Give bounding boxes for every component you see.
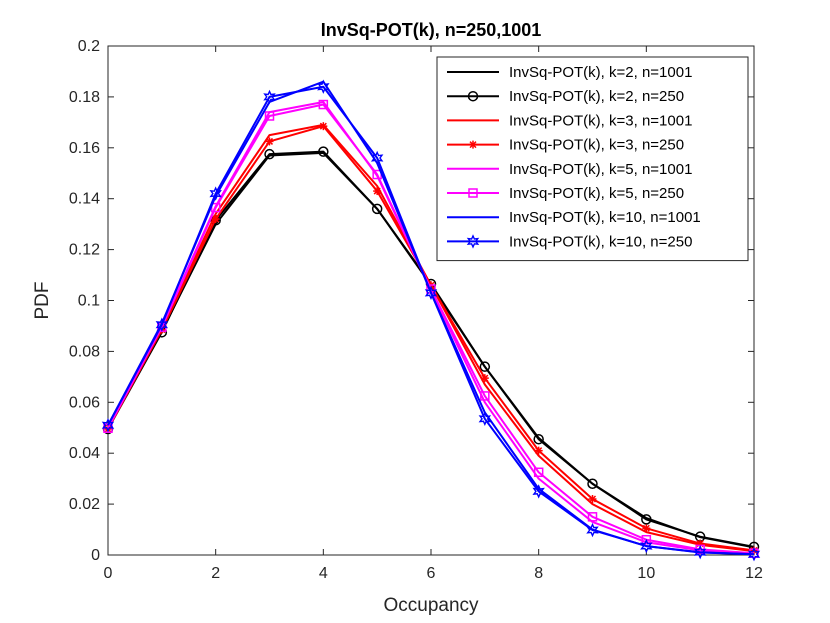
y-tick-label: 0.02 <box>69 496 100 513</box>
circle-marker <box>467 90 479 102</box>
legend-label: InvSq-POT(k), k=10, n=250 <box>509 233 692 250</box>
legend-label: InvSq-POT(k), k=3, n=250 <box>509 137 684 154</box>
series-line <box>107 85 755 556</box>
hexagram-marker <box>532 484 545 499</box>
hexagram-marker <box>317 79 330 94</box>
legend-label: InvSq-POT(k), k=5, n=1001 <box>509 161 692 178</box>
legend-item: InvSq-POT(k), k=10, n=250 <box>447 233 692 250</box>
x-tick-label: 2 <box>211 565 220 582</box>
square-marker <box>318 99 329 110</box>
x-tick-label: 4 <box>319 565 328 582</box>
x-tick-label: 6 <box>427 565 436 582</box>
hexagram-marker <box>209 186 222 201</box>
legend-box <box>436 56 749 262</box>
circle-marker <box>371 203 383 215</box>
y-tick-label: 0.16 <box>69 140 100 157</box>
asterisk-marker <box>480 374 489 383</box>
legend-label: InvSq-POT(k), k=10, n=1001 <box>509 209 701 226</box>
asterisk-marker <box>534 446 543 455</box>
asterisk-marker <box>211 215 220 224</box>
asterisk-stroke <box>373 187 381 195</box>
y-tick-label: 0.06 <box>69 394 100 411</box>
asterisk-marker <box>265 137 274 146</box>
square-marker <box>587 512 598 522</box>
hexagram-marker <box>155 317 169 332</box>
chart-title: InvSq-POT(k), n=250,1001 <box>321 20 542 40</box>
asterisk-marker <box>319 122 328 131</box>
circle-marker <box>587 478 598 489</box>
legend-item: InvSq-POT(k), k=3, n=1001 <box>447 112 692 129</box>
hexagram-marker <box>478 411 492 427</box>
hexagram-marker <box>263 89 276 105</box>
legend-item: InvSq-POT(k), k=5, n=1001 <box>447 161 692 178</box>
asterisk-marker <box>642 524 651 533</box>
x-tick-label: 12 <box>745 565 763 582</box>
legend-item: InvSq-POT(k), k=3, n=250 <box>447 137 684 154</box>
y-tick-label: 0.08 <box>69 343 100 360</box>
hexagram-marker <box>101 418 115 433</box>
circle-marker <box>533 433 544 445</box>
hexagram-marker <box>693 545 707 560</box>
hexagram-marker <box>747 547 761 562</box>
asterisk-stroke <box>535 447 543 455</box>
series-layer <box>101 79 761 562</box>
x-tick-label: 8 <box>534 565 543 582</box>
asterisk-marker <box>469 140 477 149</box>
square-marker <box>480 391 490 401</box>
legend-item: InvSq-POT(k), k=10, n=1001 <box>447 209 701 226</box>
legend-label: InvSq-POT(k), k=3, n=1001 <box>509 112 692 129</box>
legend-label: InvSq-POT(k), k=2, n=1001 <box>509 64 692 81</box>
asterisk-stroke <box>642 524 650 532</box>
asterisk-stroke <box>481 374 489 382</box>
square-marker <box>468 188 478 198</box>
asterisk-stroke <box>265 137 274 145</box>
y-tick-label: 0.14 <box>69 191 100 208</box>
x-axis-label: Occupancy <box>383 595 479 616</box>
y-axis-label: PDF <box>32 282 53 320</box>
square-marker <box>264 111 275 121</box>
hexagram-marker <box>640 538 653 554</box>
y-tick-label: 0.18 <box>69 89 100 106</box>
x-tick-label: 10 <box>637 565 655 582</box>
hexagram-marker <box>370 150 384 166</box>
y-tick-label: 0 <box>91 547 100 564</box>
asterisk-stroke <box>319 122 327 130</box>
legend-label: InvSq-POT(k), k=5, n=250 <box>509 185 684 202</box>
legend-item: InvSq-POT(k), k=2, n=250 <box>447 88 684 105</box>
circle-marker <box>479 361 491 372</box>
hexagram-marker <box>466 234 480 249</box>
y-tick-label: 0.12 <box>69 242 100 259</box>
asterisk-marker <box>588 495 597 504</box>
circle-marker <box>318 146 329 157</box>
square-marker <box>641 534 652 545</box>
series-8 <box>101 79 761 562</box>
square-marker <box>533 467 544 478</box>
asterisk-marker <box>373 187 382 196</box>
y-tick-label: 0.2 <box>78 38 100 55</box>
circle-marker <box>264 148 275 160</box>
asterisk-stroke <box>212 215 220 223</box>
y-tick-label: 0.04 <box>69 445 100 462</box>
legend-item: InvSq-POT(k), k=2, n=1001 <box>447 64 692 81</box>
asterisk-stroke <box>588 495 597 503</box>
hexagram-marker <box>586 522 599 538</box>
hexagram-marker <box>424 285 438 301</box>
x-tick-label: 0 <box>104 565 113 582</box>
legend-item: InvSq-POT(k), k=5, n=250 <box>447 185 684 202</box>
circle-marker <box>641 514 652 525</box>
y-tick-label: 0.1 <box>78 293 100 310</box>
legend-label: InvSq-POT(k), k=2, n=250 <box>509 88 684 105</box>
legend: InvSq-POT(k), k=2, n=1001 InvSq-POT(k), k… <box>436 56 749 262</box>
asterisk-stroke <box>469 141 477 149</box>
